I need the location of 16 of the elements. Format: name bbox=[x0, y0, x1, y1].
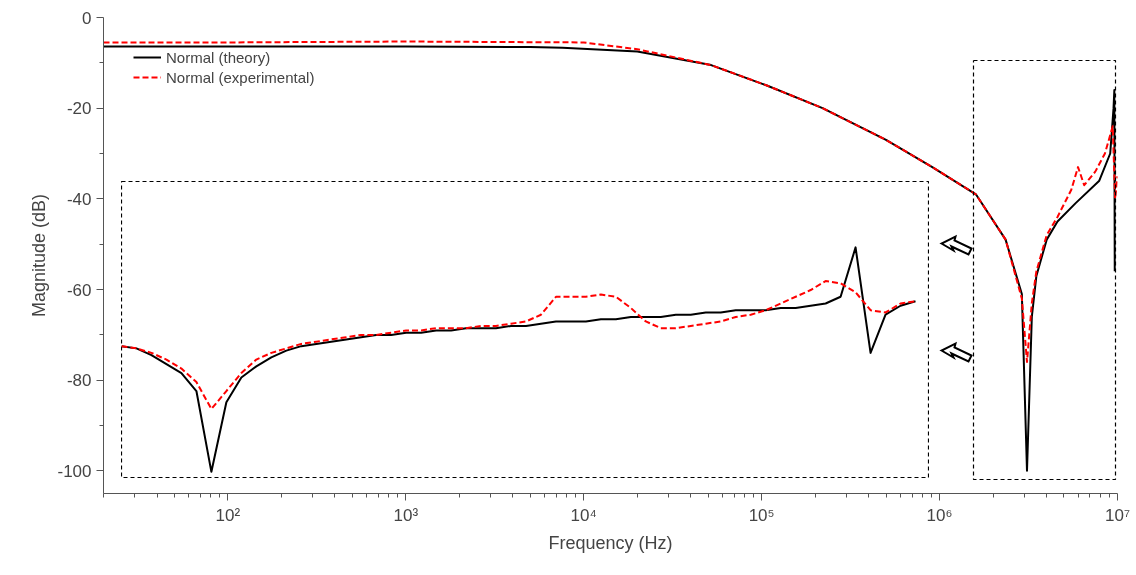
x-tick-label: 10² bbox=[215, 505, 241, 525]
x-tick-label: 10⁴ bbox=[570, 505, 597, 525]
y-tick-label: -40 bbox=[66, 189, 92, 209]
x-tick-label: 10³ bbox=[393, 505, 419, 525]
y-axis-title: Magnitude (dB) bbox=[29, 193, 50, 318]
y-tick-label: -100 bbox=[57, 461, 92, 481]
x-tick-label: 10⁶ bbox=[926, 505, 953, 525]
legend-label: Normal (experimental) bbox=[166, 68, 315, 86]
x-tick-label: 10⁷ bbox=[1104, 505, 1131, 525]
y-tick-label: 0 bbox=[82, 8, 92, 28]
x-tick-label: 10⁵ bbox=[748, 505, 775, 525]
y-tick-label: -60 bbox=[66, 280, 92, 300]
y-tick-label: -80 bbox=[66, 371, 92, 391]
legend-label: Normal (theory) bbox=[166, 48, 271, 66]
x-axis-title: Frequency (Hz) bbox=[548, 532, 673, 553]
y-tick-label: -20 bbox=[66, 99, 92, 119]
